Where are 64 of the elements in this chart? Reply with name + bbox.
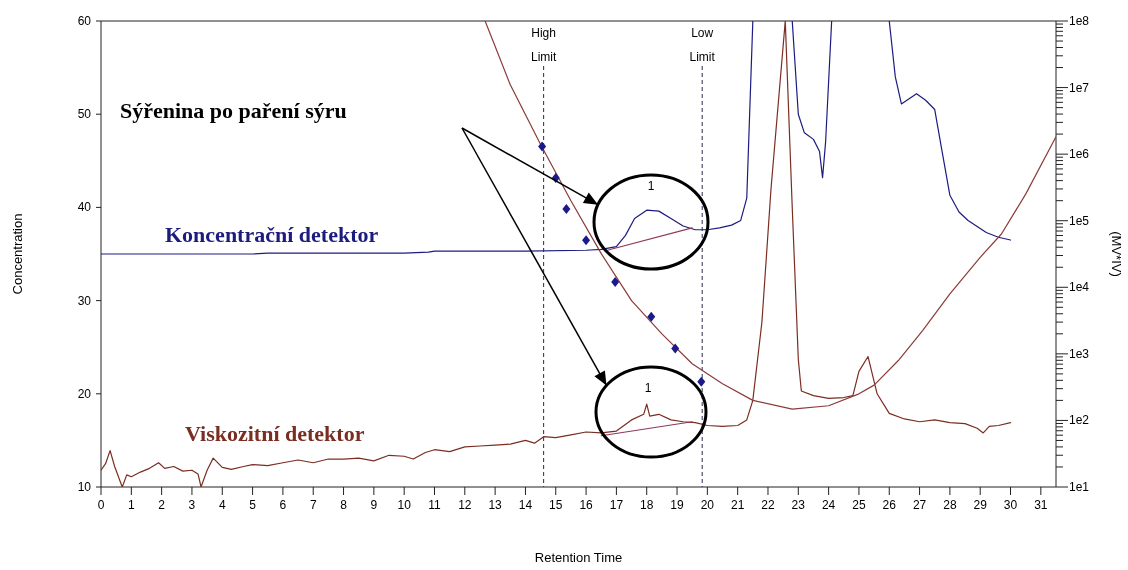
x-tick-label: 22 — [761, 498, 775, 512]
point — [562, 203, 571, 214]
y2-tick-label: 1e2 — [1069, 413, 1090, 428]
x-tick-label: 12 — [458, 498, 472, 512]
x-tick-label: 18 — [640, 498, 654, 512]
series-label: Viskozitní detektor — [185, 421, 365, 446]
annotation: Sýřenina po paření sýru — [120, 98, 347, 123]
x-tick-label: 29 — [973, 498, 988, 512]
y-tick-label: 50 — [77, 107, 92, 122]
x-axis-title: Retention Time — [534, 550, 623, 565]
x-tick-label: 7 — [309, 498, 317, 512]
x-tick-label: 13 — [488, 498, 503, 512]
ref-line-label: High Limit — [530, 26, 557, 64]
x-tick-label: 5 — [249, 498, 257, 512]
y2-tick-label: 1e6 — [1069, 147, 1090, 162]
y2-tick-label: 1e1 — [1069, 480, 1090, 494]
y2-axis-title: (MV*IV) — [1109, 231, 1124, 277]
y-tick-label: 60 — [77, 14, 92, 28]
ref-line-label: Low Limit — [689, 26, 716, 64]
x-tick-label: 15 — [549, 498, 563, 512]
y2-tick-label: 1e8 — [1069, 14, 1090, 28]
annotation: 1 — [647, 179, 655, 193]
x-tick-label: 8 — [340, 498, 348, 512]
x-tick-label: 2 — [158, 498, 166, 512]
y-tick-label: 10 — [77, 480, 92, 494]
y2-tick-label: 1e7 — [1069, 80, 1090, 95]
point — [647, 311, 656, 322]
point — [582, 235, 591, 246]
x-tick-label: 0 — [97, 498, 105, 512]
x-tick-label: 17 — [609, 498, 624, 512]
x-tick-label: 19 — [670, 498, 685, 512]
x-tick-label: 28 — [943, 498, 957, 512]
x-tick-label: 25 — [852, 498, 866, 512]
y2-tick-label: 1e3 — [1069, 346, 1090, 361]
y-tick-label: 20 — [77, 386, 92, 401]
point — [697, 376, 706, 387]
point — [671, 343, 680, 354]
x-tick-label: 14 — [518, 498, 533, 512]
x-tick-label: 1 — [127, 498, 135, 512]
x-tick-label: 11 — [428, 498, 442, 512]
x-tick-label: 4 — [218, 498, 226, 512]
x-tick-label: 31 — [1034, 498, 1048, 512]
x-tick-label: 30 — [1003, 498, 1018, 512]
x-tick-label: 24 — [821, 498, 836, 512]
x-tick-label: 26 — [882, 498, 897, 512]
y-tick-label: 40 — [77, 200, 92, 215]
y2-tick-label: 1e4 — [1069, 280, 1090, 295]
annotation: 1 — [644, 381, 652, 395]
series-label: Koncentrační detektor — [165, 222, 379, 247]
y2-tick-label: 1e5 — [1069, 213, 1090, 228]
y-tick-label: 30 — [77, 293, 92, 308]
x-tick-label: 21 — [730, 498, 745, 512]
point — [611, 277, 620, 288]
x-tick-label: 3 — [188, 498, 196, 512]
x-tick-label: 16 — [579, 498, 594, 512]
line-series — [484, 21, 1056, 410]
x-tick-label: 23 — [791, 498, 806, 512]
x-tick-label: 9 — [370, 498, 378, 512]
x-tick-label: 27 — [912, 498, 927, 512]
x-tick-label: 10 — [397, 498, 412, 512]
x-tick-label: 20 — [700, 498, 715, 512]
x-tick-label: 6 — [279, 498, 287, 512]
point — [538, 141, 547, 152]
y-axis-title: Concentration — [10, 213, 25, 295]
